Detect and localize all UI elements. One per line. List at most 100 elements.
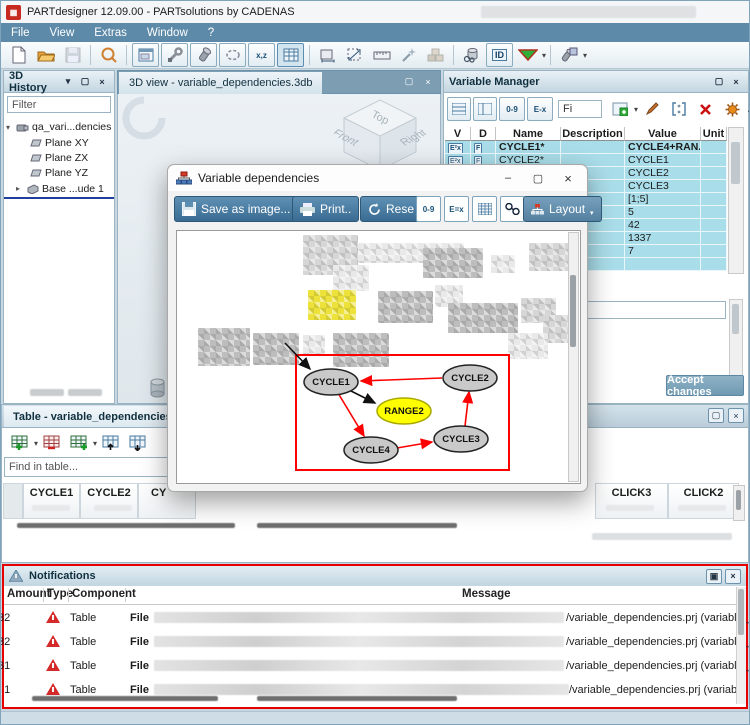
assembly-button[interactable] [423, 44, 448, 66]
graph-node-cycle1[interactable]: CYCLE1 [303, 368, 359, 396]
blurred-scrollbar[interactable] [257, 523, 457, 528]
save-button[interactable] [60, 44, 85, 66]
vm-settings-button[interactable] [720, 98, 745, 120]
print-button[interactable]: Print.. [292, 196, 360, 222]
dim-area-button[interactable] [342, 44, 367, 66]
menu-file[interactable]: File [11, 26, 30, 39]
dialog-titlebar[interactable]: Variable dependencies – ▢ × [168, 165, 587, 191]
sketch-button[interactable] [219, 43, 246, 67]
column-header[interactable]: CLICK2 [668, 483, 739, 519]
vm-row[interactable]: E²x F CYCLE1* CYCLE4+RAN... [445, 141, 727, 154]
graph-node-cycle3[interactable]: CYCLE3 [433, 425, 489, 453]
view3d-close-button[interactable]: × [425, 76, 431, 87]
vm-filter-input[interactable] [558, 100, 602, 118]
variables-button[interactable]: x,z [248, 43, 275, 67]
dependency-canvas[interactable]: CYCLE1 CYCLE2 RANGE2 CYCLE4 CYCLE3 [176, 230, 581, 484]
dialog-grid-button[interactable] [472, 196, 497, 222]
id-button[interactable]: ID [486, 43, 513, 67]
add-row-dropdown-arrow[interactable]: ▾ [34, 438, 39, 448]
table-panel-restore-button[interactable]: ▢ [708, 408, 724, 423]
add-row-button[interactable] [7, 432, 32, 454]
vm-table-scrollbar[interactable] [728, 127, 744, 274]
menu-view[interactable]: View [49, 26, 75, 39]
vm-assign-button[interactable]: A=3 [748, 105, 749, 114]
vm-col-name[interactable]: Name [496, 127, 561, 141]
notifications-scrollbar[interactable] [736, 587, 746, 704]
tree-item-base-extrude[interactable]: ▸ Base ...ude 1 [4, 180, 114, 199]
accept-changes-button[interactable]: Accept changes [666, 374, 744, 398]
part-window-button[interactable] [132, 43, 159, 67]
view3d-maximize-button[interactable]: ▢ [404, 76, 414, 86]
menu-window[interactable]: Window [146, 26, 188, 39]
move-row-down-button[interactable] [125, 432, 150, 454]
add-column-dropdown-arrow[interactable]: ▾ [93, 438, 98, 448]
notification-row[interactable]: 31 Table File /variable_dependencies.prj… [4, 678, 737, 701]
column-header[interactable]: CYCLE1 [23, 483, 80, 519]
vm-col-description[interactable]: Description [561, 127, 625, 141]
dim-length-button[interactable] [315, 44, 340, 66]
notification-row[interactable]: 32 Table File /variable_dependencies.prj… [1, 630, 749, 654]
tools-wrench-button[interactable] [161, 43, 188, 67]
vm-expression-button[interactable]: E-x [527, 97, 553, 121]
topology-check-button[interactable] [515, 44, 540, 66]
screw-button[interactable] [190, 43, 217, 67]
vm-maximize-button[interactable]: ▢ [714, 76, 724, 86]
tree-item-root[interactable]: ▾ qa_vari...dencies [4, 119, 114, 135]
navigation-cube[interactable]: Top Front Right [334, 96, 426, 174]
expand-icon[interactable]: ▸ [16, 184, 21, 193]
table-panel-tab[interactable]: Table - variable_dependencies.tab [4, 406, 201, 427]
vm-add-dropdown-arrow[interactable]: ▾ [634, 104, 639, 114]
tree-item-plane-zx[interactable]: Plane ZX [4, 150, 114, 165]
col-type[interactable]: Type [47, 588, 73, 600]
history-close-button[interactable]: × [99, 76, 105, 87]
table-vscrollbar[interactable] [733, 485, 745, 521]
new-document-button[interactable] [6, 44, 31, 66]
vm-col-v[interactable]: V [445, 127, 471, 141]
vm-column-view-button[interactable] [473, 97, 497, 121]
vm-edit-button[interactable] [639, 98, 664, 120]
open-button[interactable] [33, 44, 58, 66]
model-cylinder[interactable] [148, 377, 168, 399]
table-panel-close-button[interactable]: × [728, 408, 744, 423]
vm-col-unit[interactable]: Unit [701, 127, 727, 141]
dim-ruler-button[interactable] [369, 44, 394, 66]
notification-row[interactable]: 32 Table File /variable_dependencies.prj… [1, 606, 749, 630]
notifications-close-button[interactable]: × [725, 568, 741, 584]
magic-wand-button[interactable] [396, 44, 421, 66]
save-as-image-button[interactable]: Save as image... [174, 196, 299, 222]
graph-node-cycle2[interactable]: CYCLE2 [442, 364, 498, 392]
layout-button[interactable]: Layout ▾ [523, 196, 602, 222]
vm-lower-scrollbar[interactable] [729, 299, 743, 391]
dialog-minimize-button[interactable]: – [504, 172, 512, 184]
menu-extras[interactable]: Extras [94, 26, 127, 39]
graph-node-cycle4[interactable]: CYCLE4 [343, 436, 399, 464]
blurred-scrollbar[interactable] [17, 523, 235, 528]
vm-delete-button[interactable] [693, 98, 718, 120]
attributes-button[interactable] [459, 44, 484, 66]
dialog-close-button[interactable]: × [564, 170, 572, 186]
save-variant-dropdown-arrow[interactable]: ▾ [583, 50, 588, 60]
notifications-restore-button[interactable]: ▣ [706, 568, 722, 584]
menu-help[interactable]: ? [207, 26, 215, 39]
canvas-scrollbar[interactable] [568, 232, 579, 482]
col-component[interactable]: Component [72, 588, 136, 600]
col-amount[interactable]: Amount [7, 588, 51, 600]
blurred-hscrollbar[interactable] [257, 696, 457, 701]
vm-close-button[interactable]: × [733, 76, 739, 87]
dialog-graph-view-button[interactable] [500, 196, 525, 222]
col-message[interactable]: Message [462, 588, 511, 600]
add-column-button[interactable] [66, 432, 91, 454]
layout-dropdown-arrow[interactable]: ▾ [590, 210, 594, 217]
dialog-expression-button[interactable]: E=x [444, 196, 469, 222]
table-view-button[interactable] [277, 43, 304, 67]
vm-row-view-button[interactable] [447, 97, 471, 121]
zoom-button[interactable] [96, 44, 121, 66]
vm-copy-button[interactable] [666, 98, 691, 120]
vm-add-variable-button[interactable] [607, 98, 632, 120]
history-filter-input[interactable] [7, 96, 111, 113]
vm-col-d[interactable]: D [471, 127, 496, 141]
view3d-tab[interactable]: 3D view - variable_dependencies.3db [119, 72, 323, 94]
column-header[interactable]: CLICK3 [595, 483, 668, 519]
column-header[interactable]: CYCLE2 [80, 483, 138, 519]
notification-row[interactable]: 31 Table File /variable_dependencies.prj… [1, 654, 749, 678]
